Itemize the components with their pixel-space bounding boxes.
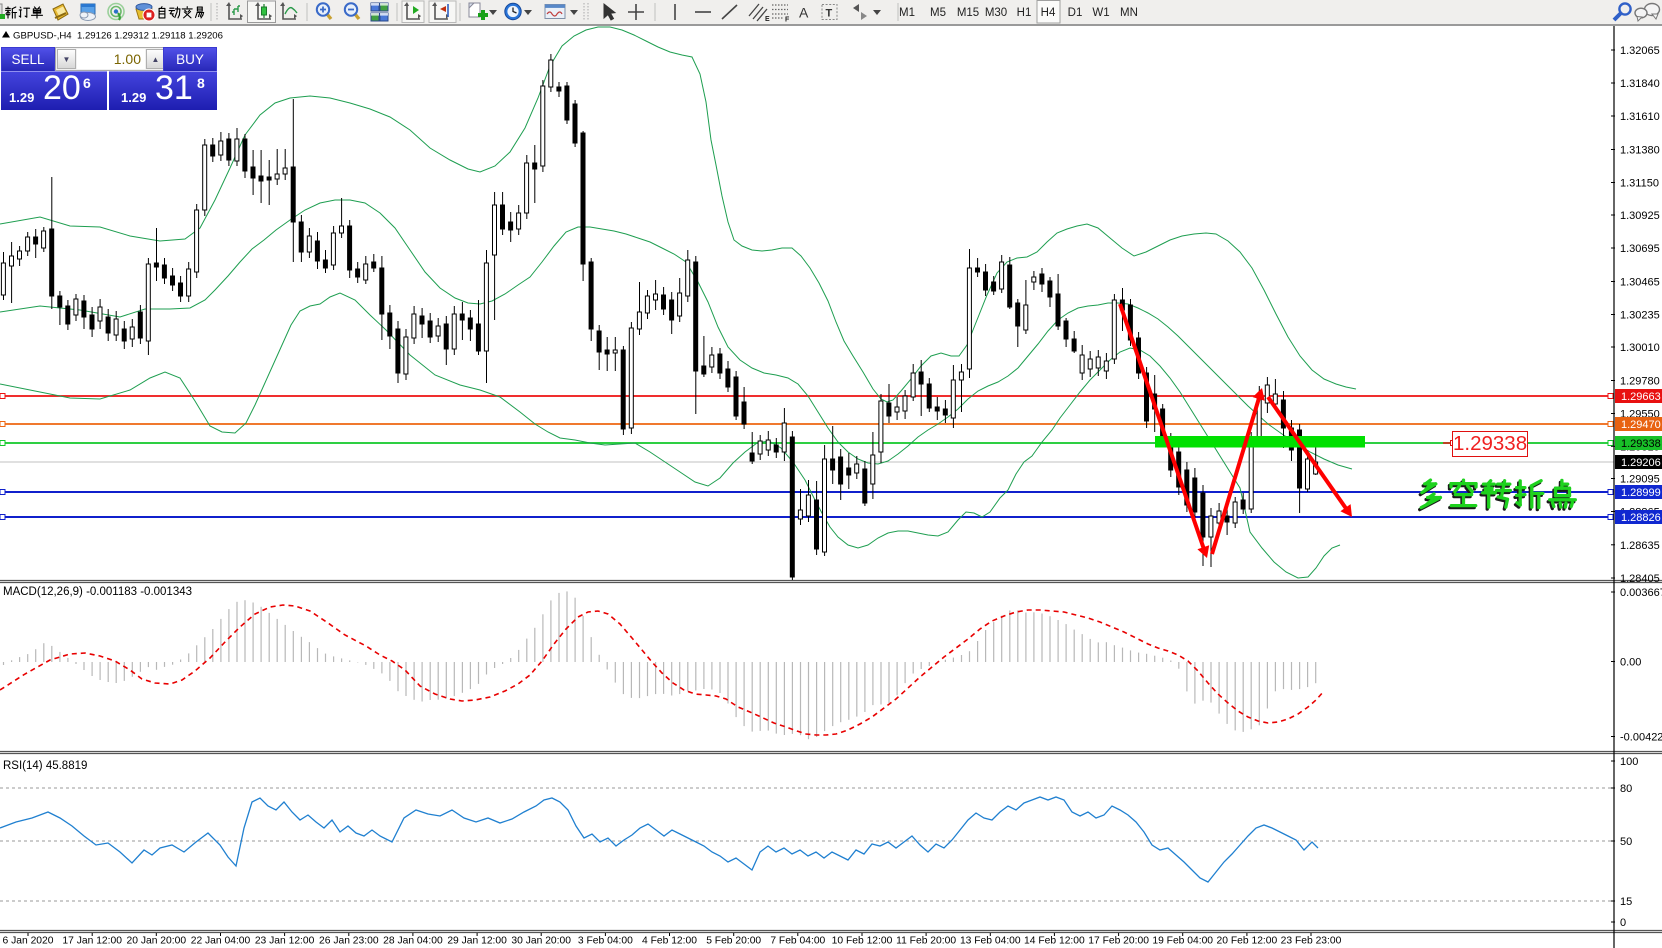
- svg-text:28 Jan 04:00: 28 Jan 04:00: [383, 936, 443, 947]
- svg-text:7 Feb 04:00: 7 Feb 04:00: [770, 936, 825, 947]
- svg-text:1.31150: 1.31150: [1620, 178, 1659, 190]
- svg-text:W1: W1: [1092, 7, 1109, 19]
- svg-text:1.29663: 1.29663: [1621, 391, 1661, 403]
- svg-text:MN: MN: [1120, 7, 1138, 19]
- svg-text:M15: M15: [957, 7, 979, 19]
- svg-text:1.31610: 1.31610: [1620, 111, 1660, 123]
- svg-text:15: 15: [1620, 896, 1632, 908]
- svg-text:6 Jan 2020: 6 Jan 2020: [3, 936, 54, 947]
- svg-text:A: A: [799, 5, 809, 21]
- svg-text:1.28999: 1.28999: [1621, 487, 1661, 499]
- svg-text:0.003667: 0.003667: [1620, 587, 1662, 599]
- svg-text:1.31380: 1.31380: [1620, 145, 1660, 157]
- svg-text:14 Feb 12:00: 14 Feb 12:00: [1024, 936, 1085, 947]
- svg-text:0: 0: [1620, 917, 1626, 929]
- svg-text:M30: M30: [985, 7, 1007, 19]
- svg-text:4 Feb 12:00: 4 Feb 12:00: [642, 936, 697, 947]
- svg-text:22 Jan 04:00: 22 Jan 04:00: [191, 936, 251, 947]
- svg-text:1.29470: 1.29470: [1621, 419, 1661, 431]
- svg-text:17 Jan 12:00: 17 Jan 12:00: [62, 936, 122, 947]
- svg-text:1.30925: 1.30925: [1620, 210, 1660, 222]
- svg-text:23 Jan 12:00: 23 Jan 12:00: [255, 936, 315, 947]
- svg-text:1.29095: 1.29095: [1620, 474, 1660, 486]
- svg-text:1.29338: 1.29338: [1621, 438, 1661, 450]
- svg-text:H1: H1: [1017, 7, 1032, 19]
- svg-text:1.30235: 1.30235: [1620, 310, 1660, 322]
- svg-text:MACD(12,26,9) -0.001183 -0.001: MACD(12,26,9) -0.001183 -0.001343: [3, 586, 192, 598]
- svg-text:GBPUSD-,H4 1.29126 1.29312 1.: GBPUSD-,H4 1.29126 1.29312 1.29118 1.292…: [13, 31, 223, 42]
- svg-text:20 Jan 20:00: 20 Jan 20:00: [127, 936, 187, 947]
- svg-text:17 Feb 20:00: 17 Feb 20:00: [1088, 936, 1149, 947]
- svg-text:-0.00422: -0.00422: [1620, 732, 1662, 744]
- svg-text:13 Feb 04:00: 13 Feb 04:00: [960, 936, 1021, 947]
- svg-text:50: 50: [1620, 836, 1632, 848]
- svg-text:30 Jan 20:00: 30 Jan 20:00: [511, 936, 571, 947]
- svg-text:1.29780: 1.29780: [1620, 376, 1660, 388]
- svg-text:23 Feb 23:00: 23 Feb 23:00: [1281, 936, 1342, 947]
- svg-text:20 Feb 12:00: 20 Feb 12:00: [1217, 936, 1278, 947]
- svg-text:10 Feb 12:00: 10 Feb 12:00: [832, 936, 893, 947]
- svg-text:100: 100: [1620, 756, 1638, 768]
- svg-text:F: F: [785, 17, 790, 24]
- svg-text:1.29206: 1.29206: [1621, 457, 1661, 469]
- svg-text:1.32065: 1.32065: [1620, 45, 1660, 57]
- svg-text:29 Jan 12:00: 29 Jan 12:00: [447, 936, 507, 947]
- svg-text:3 Feb 04:00: 3 Feb 04:00: [578, 936, 633, 947]
- svg-text:80: 80: [1620, 783, 1632, 795]
- svg-text:1.28826: 1.28826: [1621, 512, 1661, 524]
- svg-text:D1: D1: [1068, 7, 1083, 19]
- svg-text:H4: H4: [1041, 7, 1056, 19]
- svg-text:1.30010: 1.30010: [1620, 342, 1660, 354]
- svg-text:1.31840: 1.31840: [1620, 78, 1660, 90]
- svg-text:1.30465: 1.30465: [1620, 277, 1660, 289]
- svg-text:E: E: [765, 16, 770, 23]
- svg-text:0.00: 0.00: [1620, 657, 1641, 669]
- svg-text:19 Feb 04:00: 19 Feb 04:00: [1152, 936, 1213, 947]
- svg-text:M5: M5: [930, 7, 946, 19]
- svg-text:26 Jan 23:00: 26 Jan 23:00: [319, 936, 379, 947]
- svg-text:11 Feb 20:00: 11 Feb 20:00: [896, 936, 956, 947]
- svg-text:T: T: [826, 8, 833, 20]
- svg-text:1.30695: 1.30695: [1620, 243, 1660, 255]
- svg-text:1.28635: 1.28635: [1620, 540, 1660, 552]
- svg-text:1.28405: 1.28405: [1620, 573, 1660, 585]
- svg-text:RSI(14) 45.8819: RSI(14) 45.8819: [3, 760, 87, 772]
- svg-text:M1: M1: [899, 7, 915, 19]
- svg-text:5 Feb 20:00: 5 Feb 20:00: [706, 936, 761, 947]
